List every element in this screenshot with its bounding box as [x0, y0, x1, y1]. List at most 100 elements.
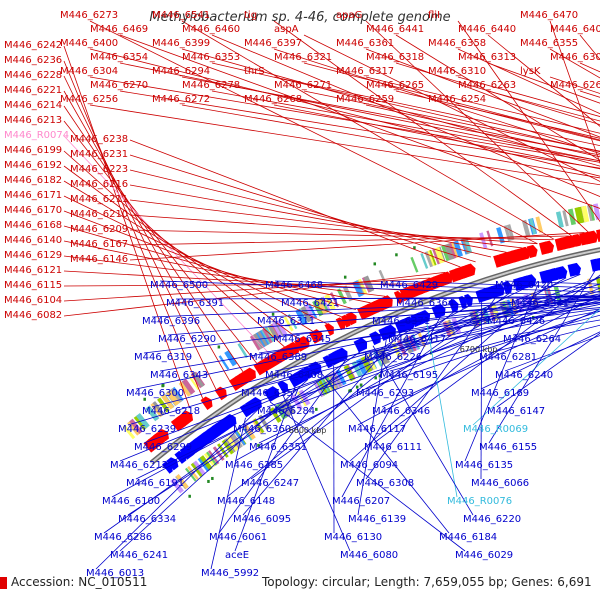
gene-label: M446_6358 — [428, 38, 487, 49]
leader-line — [89, 104, 600, 186]
cog-band-reverse — [221, 439, 235, 455]
gene-label: M446_6214 — [4, 100, 63, 111]
reverse-gene — [353, 337, 368, 353]
leader-line — [266, 297, 600, 408]
leader-line — [496, 332, 600, 408]
reverse-gene — [166, 457, 179, 471]
leader-line — [95, 409, 259, 570]
marker-dot — [355, 385, 359, 389]
leader-line — [181, 104, 600, 179]
gene-label: M446_6308 — [356, 478, 415, 489]
gene-label: M446_6247 — [241, 478, 300, 489]
gene-label: M446_6167 — [70, 239, 129, 250]
marker-dot — [315, 407, 318, 411]
leader-line — [397, 308, 600, 336]
leader-line — [405, 295, 600, 300]
gene-label: M446_6104 — [4, 295, 63, 306]
gene-label: aspA — [274, 24, 299, 35]
gene-label: fliI — [428, 10, 441, 21]
gene-label: M446_6343 — [150, 370, 209, 381]
gene-label: M446_6305 — [550, 52, 600, 63]
gene-label: M446_6265 — [366, 80, 425, 91]
gene-label: M446_6357 — [241, 388, 300, 399]
gene-label: M446_6148 — [217, 496, 276, 507]
leader-line — [496, 307, 600, 318]
gene-label: M446_6426 — [487, 316, 546, 327]
leader-line — [549, 48, 600, 79]
cog-band-forward — [427, 250, 435, 267]
leader-line — [488, 271, 596, 444]
leader-line — [63, 195, 328, 325]
gene-label: M446_6468 — [265, 280, 324, 291]
cog-band-forward — [237, 343, 249, 359]
leader-line — [389, 314, 600, 372]
cog-band-forward — [283, 316, 294, 332]
cog-band-forward — [479, 232, 488, 249]
gene-label: M446_6155 — [479, 442, 538, 453]
genome-backbone-highlight — [150, 248, 600, 464]
marker-dot — [161, 383, 165, 387]
gene-label: M446_6541 — [152, 10, 211, 21]
kbp-tick-label: 6600 kbp — [288, 426, 327, 436]
gene-label: aceE — [225, 550, 250, 561]
gene-label: M446_6135 — [455, 460, 514, 471]
gene-label: M446_6170 — [4, 205, 63, 216]
gene-label: M446_6094 — [340, 460, 399, 471]
forward-gene — [180, 410, 194, 425]
gene-label: M446_6396 — [142, 316, 201, 327]
cog-band-forward — [581, 205, 590, 223]
cog-band-forward — [336, 288, 347, 305]
cog-band-forward — [129, 418, 143, 434]
leader-line — [234, 277, 567, 462]
cog-band-forward — [434, 246, 445, 264]
marker-dot — [143, 397, 146, 401]
leader-line — [480, 302, 483, 480]
cog-band-reverse — [225, 437, 237, 453]
cog-band-forward — [224, 350, 238, 367]
leader-line — [63, 120, 257, 364]
leader-line — [282, 302, 600, 336]
gene-label: M446_6226 — [364, 352, 423, 363]
leader-line — [63, 277, 431, 302]
cog-band-forward — [267, 324, 279, 341]
gene-label: M446_6213 — [4, 115, 63, 126]
leader-line — [143, 297, 600, 354]
cog-band-forward — [249, 334, 262, 351]
gene-label: M446_6211 — [70, 194, 129, 205]
cog-band-reverse — [226, 435, 239, 452]
leader-line — [63, 225, 357, 310]
gene-label: M446_R0069 — [463, 424, 529, 435]
leader-line — [250, 292, 510, 480]
gene-label: M446_6140 — [4, 235, 63, 246]
leader-line — [269, 401, 466, 552]
leader-line — [487, 90, 600, 122]
leader-line — [290, 295, 600, 300]
leader-line — [464, 284, 539, 462]
gene-label: M446_6236 — [4, 55, 63, 66]
forward-gene — [324, 323, 334, 336]
marker-dot — [374, 376, 377, 380]
leader-line — [273, 76, 600, 147]
cog-band-forward — [319, 297, 330, 313]
leader-line — [457, 48, 600, 115]
leader-line — [242, 333, 400, 516]
cog-band-forward — [330, 292, 340, 308]
gene-label: M446_6286 — [94, 532, 153, 543]
leader-line — [211, 90, 600, 162]
gene-label: M446_6221 — [4, 85, 63, 96]
gene-label: M446_6420 — [495, 280, 554, 291]
leader-line — [266, 299, 600, 318]
reverse-gene — [448, 299, 459, 313]
cog-band-forward — [275, 319, 288, 336]
cog-band-reverse — [235, 430, 246, 446]
gene-label: M446_6207 — [332, 496, 391, 507]
cog-band-reverse — [212, 446, 225, 461]
forward-gene — [596, 229, 600, 242]
leader-line — [129, 154, 476, 263]
cog-band-forward — [145, 405, 160, 422]
gene-label: M446_6212 — [110, 460, 169, 471]
leader-line — [457, 20, 600, 223]
topology-text: Topology: circular; Length: 7,659,055 bp… — [262, 575, 592, 589]
leader-line — [226, 311, 455, 498]
leader-line — [282, 394, 351, 552]
